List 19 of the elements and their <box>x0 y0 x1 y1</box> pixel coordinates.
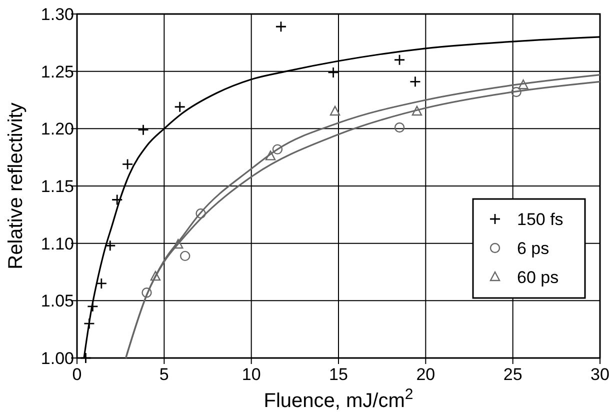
x-tick-label: 25 <box>503 365 522 384</box>
y-tick-label: 1.30 <box>40 5 74 24</box>
x-tick-label: 10 <box>242 365 261 384</box>
x-axis-title: Fluence, mJ/cm$^{2}$ <box>264 386 414 412</box>
legend-label: 150 fs <box>517 210 564 229</box>
y-tick-label: 1.15 <box>40 177 74 196</box>
y-tick-label: 1.00 <box>40 349 74 368</box>
x-tick-label: 20 <box>416 365 436 384</box>
y-tick-label: 1.10 <box>40 234 74 254</box>
x-tick-label: 30 <box>590 365 609 384</box>
legend-label: 6 ps <box>517 239 550 258</box>
y-tick-label: 1.25 <box>40 62 74 82</box>
x-tick-label: 0 <box>72 365 82 384</box>
y-tick-label: 1.20 <box>40 120 74 139</box>
y-axis-title: Relative reflectivity <box>5 102 27 270</box>
y-tick-label: 1.05 <box>40 292 74 311</box>
legend-label: 60 ps <box>517 268 559 287</box>
x-tick-label: 5 <box>159 365 169 384</box>
x-tick-label: 15 <box>329 365 348 384</box>
